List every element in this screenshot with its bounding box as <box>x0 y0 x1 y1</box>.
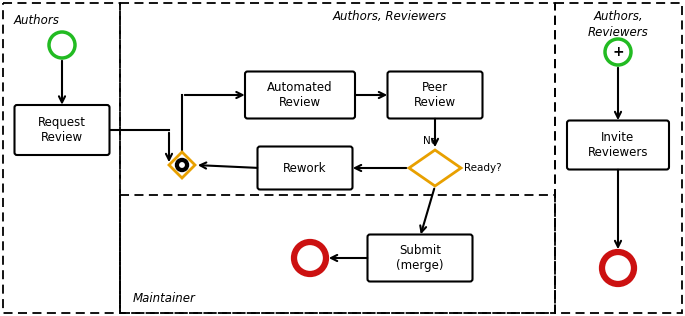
Text: Authors, Reviewers: Authors, Reviewers <box>333 10 447 23</box>
Text: Request
Review: Request Review <box>38 116 86 144</box>
Text: No: No <box>423 136 437 146</box>
FancyBboxPatch shape <box>567 120 669 169</box>
Text: Invite
Reviewers: Invite Reviewers <box>588 131 648 159</box>
FancyBboxPatch shape <box>14 105 110 155</box>
FancyBboxPatch shape <box>388 71 482 118</box>
Polygon shape <box>409 150 461 186</box>
Text: Peer
Review: Peer Review <box>414 81 456 109</box>
FancyBboxPatch shape <box>367 234 473 282</box>
Text: Authors,
Reviewers: Authors, Reviewers <box>588 10 649 39</box>
Polygon shape <box>169 152 195 178</box>
Circle shape <box>602 252 634 284</box>
Text: Authors: Authors <box>14 14 60 27</box>
Circle shape <box>49 32 75 58</box>
Text: +: + <box>612 45 624 59</box>
Circle shape <box>605 39 631 65</box>
Circle shape <box>179 162 185 168</box>
Text: Rework: Rework <box>284 161 327 174</box>
Text: Maintainer: Maintainer <box>133 292 196 305</box>
FancyBboxPatch shape <box>258 147 353 190</box>
Text: Submit
(merge): Submit (merge) <box>396 244 444 272</box>
Text: Ready?: Ready? <box>464 163 501 173</box>
Circle shape <box>175 159 188 172</box>
Text: Automated
Review: Automated Review <box>267 81 333 109</box>
Circle shape <box>294 242 326 274</box>
FancyBboxPatch shape <box>245 71 355 118</box>
